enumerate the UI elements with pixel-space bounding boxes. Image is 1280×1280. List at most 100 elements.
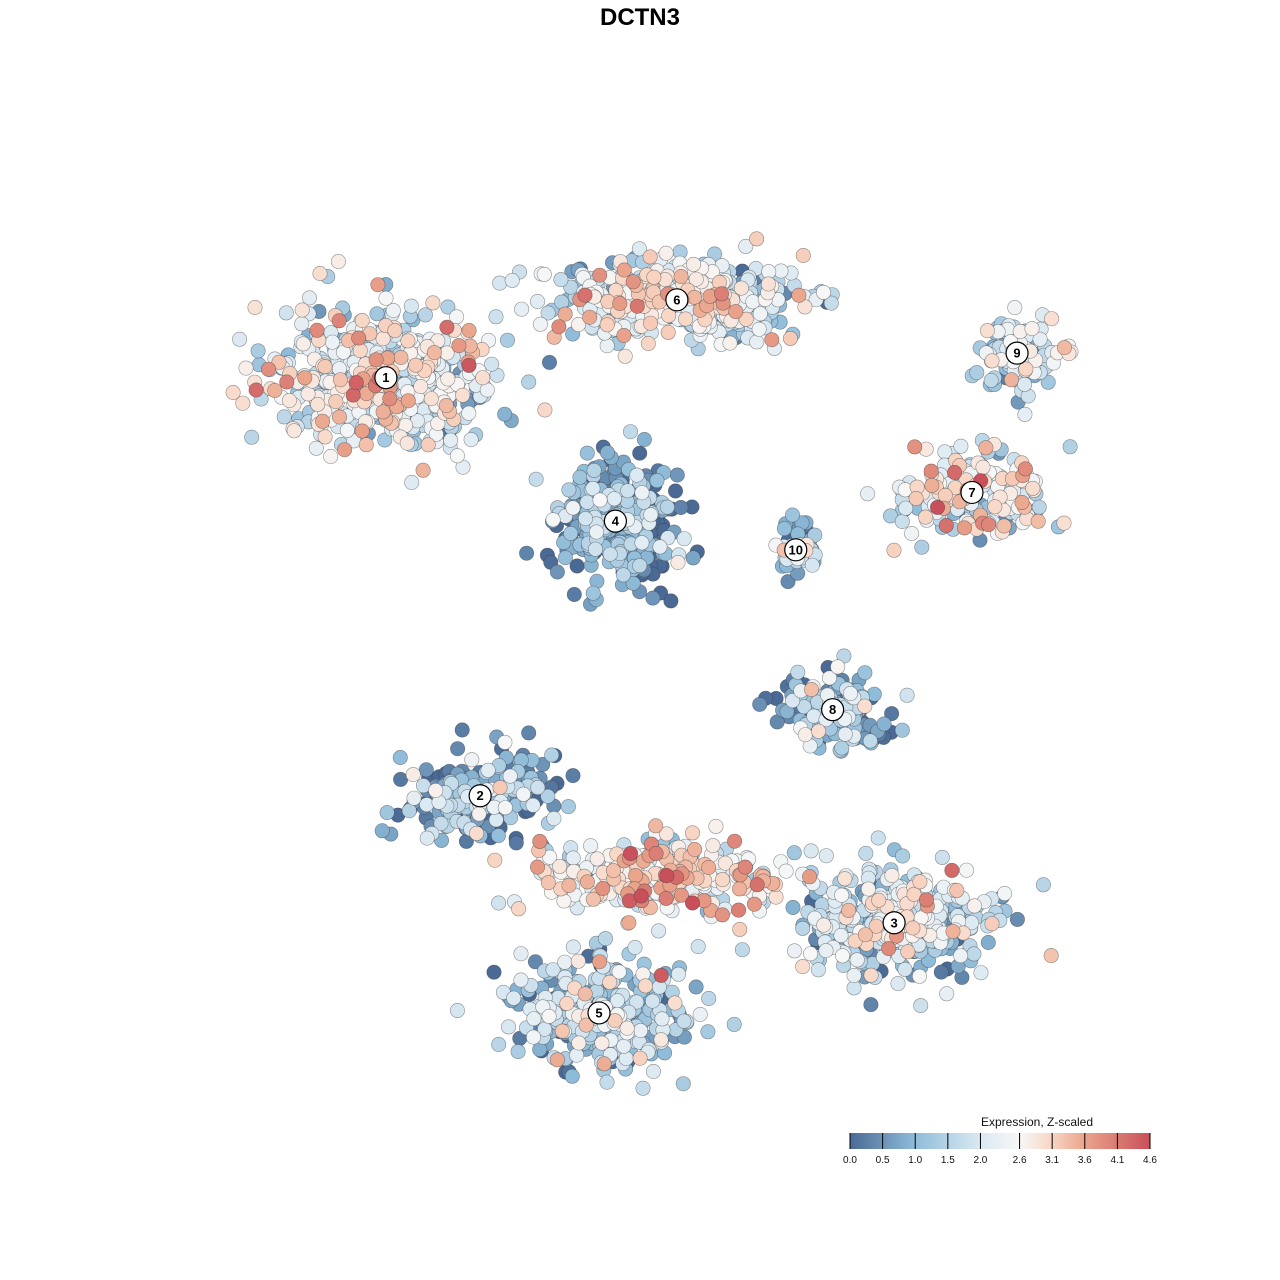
cell-point (640, 335, 656, 351)
cell-point (585, 891, 601, 907)
cell-point (684, 825, 700, 841)
cell-point (1056, 515, 1072, 531)
cell-point (834, 948, 850, 964)
cell-point (667, 995, 683, 1011)
cell-point (616, 327, 632, 343)
cell-point (905, 920, 921, 936)
cluster-label-text: 5 (595, 1005, 602, 1020)
points-layer (225, 231, 1079, 1096)
cell-point (714, 907, 730, 923)
cell-point (635, 1080, 651, 1096)
cell-point (559, 995, 575, 1011)
cell-point (294, 302, 310, 318)
cluster-label-text: 1 (382, 370, 389, 385)
cell-point (392, 749, 408, 765)
cell-point (623, 845, 639, 861)
cell-point (911, 968, 927, 984)
cell-point (734, 942, 750, 958)
cell-point (415, 462, 431, 478)
cell-point (546, 810, 562, 826)
chart-title: DCTN3 (599, 4, 680, 31)
cell-point (645, 590, 661, 606)
cell-point (461, 357, 477, 373)
cell-point (330, 254, 346, 270)
cell-point (339, 422, 355, 438)
cell-point (860, 486, 876, 502)
cell-point (973, 965, 989, 981)
legend-tick-label: 0.0 (843, 1155, 857, 1166)
cell-point (830, 659, 846, 675)
cell-point (599, 317, 615, 333)
cluster-label-text: 10 (789, 542, 803, 557)
cell-point (577, 986, 593, 1002)
cell-point (918, 509, 934, 525)
cell-point (583, 838, 599, 854)
cell-point (701, 859, 717, 875)
cluster-label-3: 3 (882, 911, 906, 935)
cell-point (751, 321, 767, 337)
cell-point (418, 762, 434, 778)
cell-point (722, 335, 738, 351)
legend-tick-label: 1.0 (908, 1155, 922, 1166)
cell-point (345, 387, 361, 403)
cell-point (837, 871, 853, 887)
cell-point (267, 382, 283, 398)
cell-point (717, 855, 733, 871)
cluster-label-badge (468, 784, 492, 808)
cell-point (423, 391, 439, 407)
cell-point (599, 445, 615, 461)
cell-point (752, 306, 768, 322)
cell-point (816, 917, 832, 933)
cell-point (863, 967, 879, 983)
cell-point (966, 946, 982, 962)
cell-point (752, 696, 768, 712)
cell-point (953, 438, 969, 454)
cell-point (469, 825, 485, 841)
cell-point (393, 349, 409, 365)
cell-point (823, 295, 839, 311)
cell-point (541, 354, 557, 370)
cell-point (661, 308, 677, 324)
cell-point (577, 287, 593, 303)
cell-point (400, 333, 416, 349)
legend-tick-label: 1.5 (941, 1155, 955, 1166)
cell-point (278, 305, 294, 321)
cell-point (461, 322, 477, 338)
cell-point (738, 311, 754, 327)
cell-point (557, 550, 573, 566)
cell-point (1043, 948, 1059, 964)
cell-point (620, 483, 636, 499)
cell-point (629, 298, 645, 314)
cell-point (634, 535, 650, 551)
cell-point (1003, 372, 1019, 388)
cell-point (692, 1006, 708, 1022)
cell-point (294, 316, 310, 332)
cell-point (929, 499, 945, 515)
cell-point (250, 343, 266, 359)
legend-tick-label: 3.6 (1078, 1155, 1092, 1166)
cell-point (594, 1035, 610, 1051)
cell-point (521, 374, 537, 390)
cell-point (833, 927, 849, 943)
cell-point (732, 921, 748, 937)
cell-point (923, 463, 939, 479)
cell-point (708, 818, 724, 834)
cell-point (549, 1052, 565, 1068)
cluster-label-badge (374, 366, 398, 390)
cluster-label-10: 10 (784, 538, 808, 562)
cell-point (502, 768, 518, 784)
cell-point (628, 867, 644, 883)
cell-point (895, 848, 911, 864)
cell-point (700, 1024, 716, 1040)
cell-point (368, 352, 384, 368)
cell-point (526, 1011, 542, 1027)
cell-point (297, 370, 313, 386)
cell-point (978, 440, 994, 456)
cell-point (663, 593, 679, 609)
cell-point (358, 437, 374, 453)
cell-point (979, 323, 995, 339)
cell-point (525, 797, 541, 813)
cell-point (646, 269, 662, 285)
cell-point (659, 868, 675, 884)
